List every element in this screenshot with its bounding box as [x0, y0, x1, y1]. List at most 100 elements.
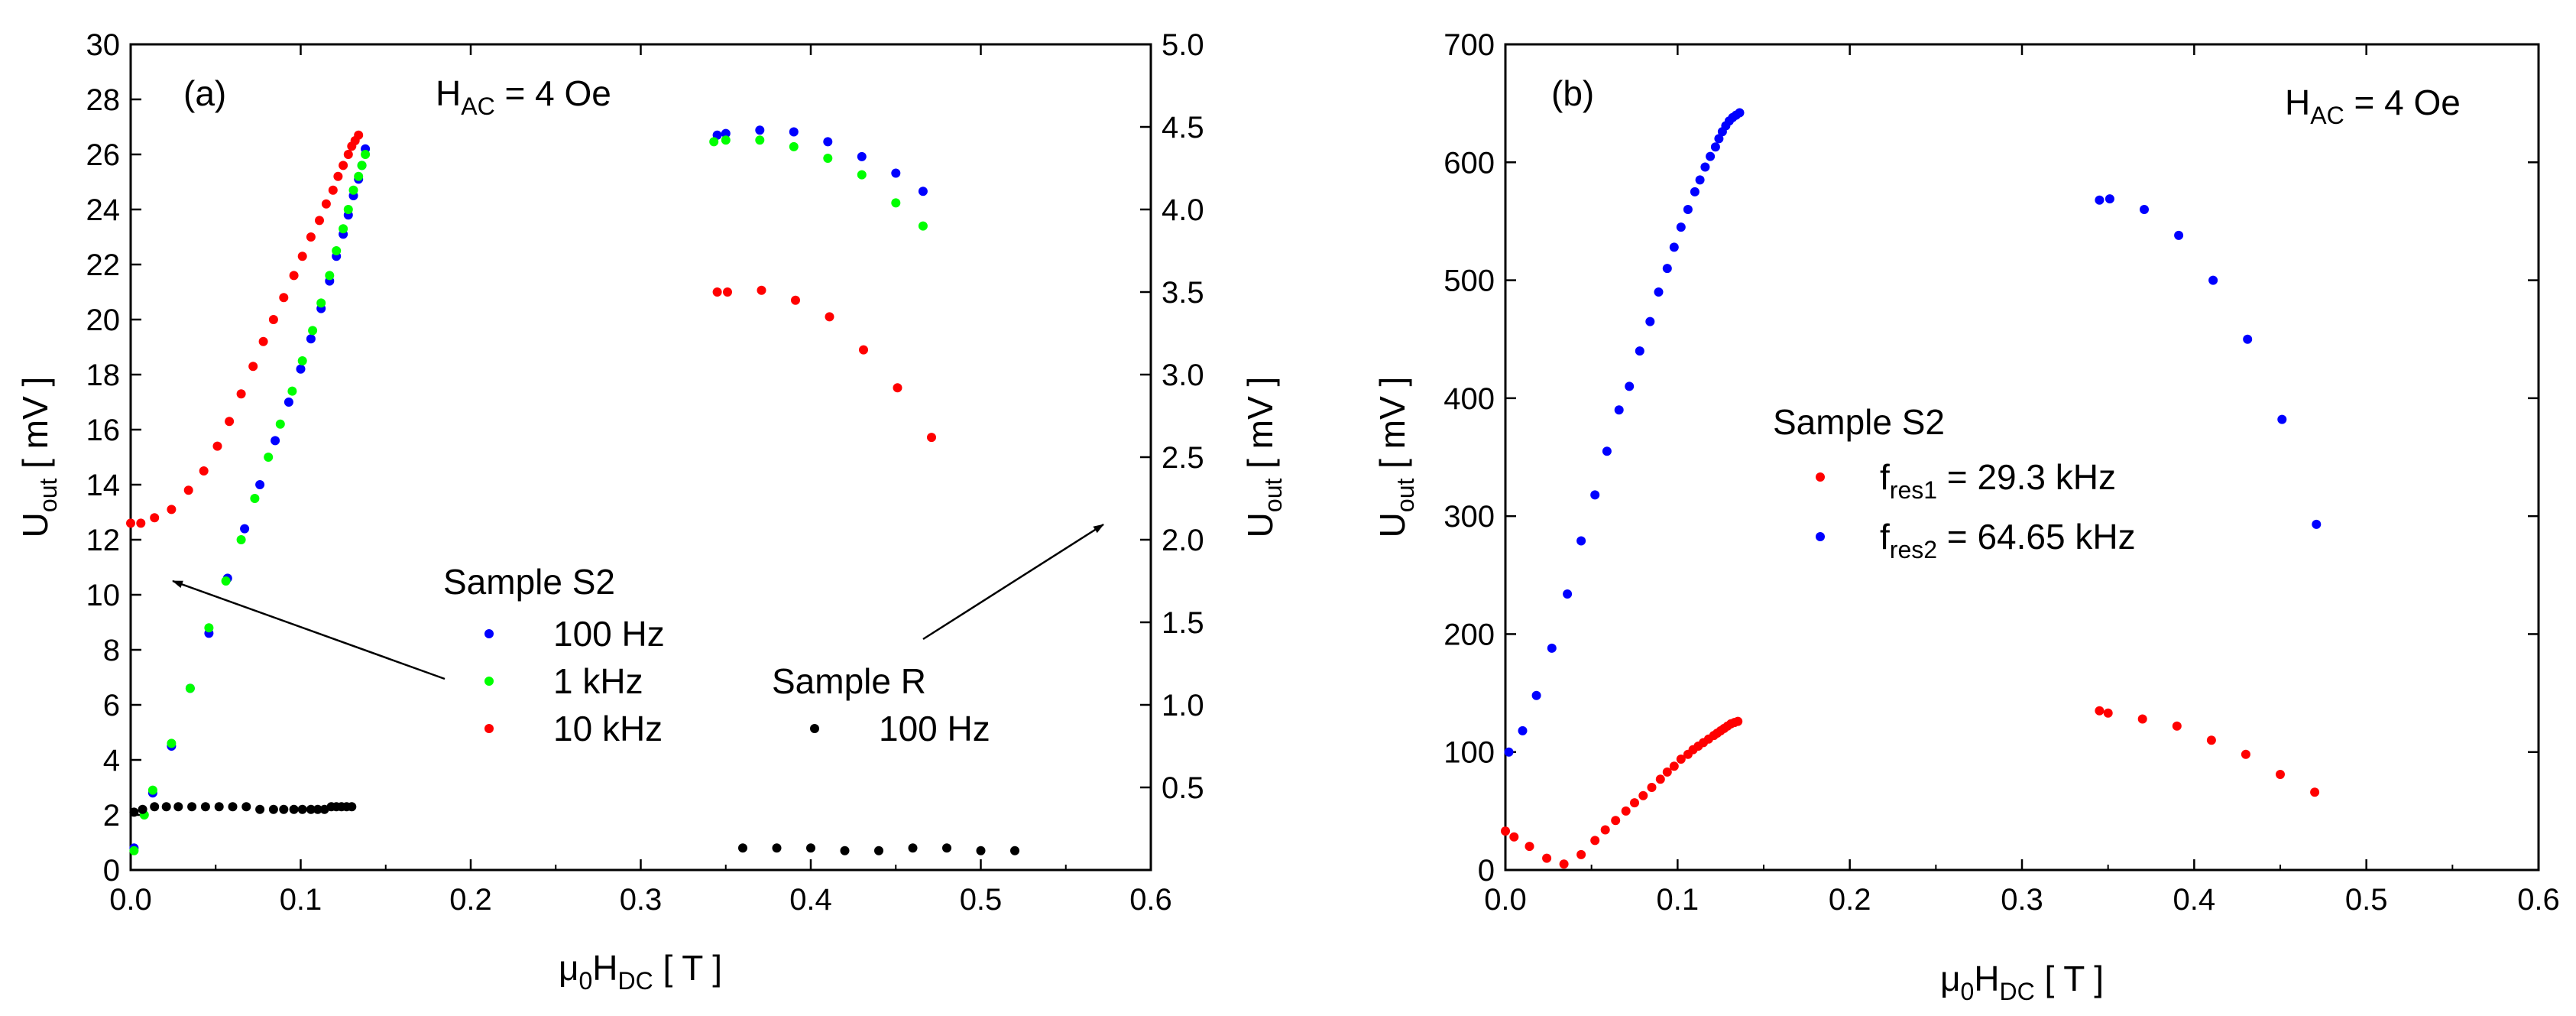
data-point-b-s0 [1600, 825, 1610, 835]
data-point-b-s1 [1695, 175, 1705, 185]
data-point-a-s1 [325, 271, 335, 281]
data-point-a-s2 [236, 389, 246, 399]
data-point-a-s6 [255, 804, 265, 814]
x-tick-label: 0.3 [620, 883, 663, 917]
data-point-b-s0 [2137, 714, 2147, 724]
data-point-a-s6 [772, 843, 782, 853]
data-point-a-s6 [874, 846, 883, 855]
data-point-b-s0 [1621, 806, 1631, 816]
data-point-a-s6 [319, 804, 329, 814]
data-point-a-s5 [791, 295, 800, 305]
data-point-a-s5 [723, 287, 732, 297]
data-point-a-s6 [187, 802, 197, 812]
data-point-a-s1 [250, 494, 260, 503]
data-point-b-s1 [2312, 519, 2322, 529]
y-tick-label-right: 0.5 [1162, 771, 1204, 805]
y-tick-label-right: 2.0 [1162, 524, 1204, 557]
data-point-a-s2 [268, 315, 278, 324]
data-point-b-s0 [1669, 761, 1679, 771]
data-point-a-s2 [306, 232, 316, 242]
data-point-a-s4 [709, 137, 719, 147]
legend-title-s2-a: Sample S2 [443, 562, 615, 602]
data-point-a-s4 [789, 141, 799, 151]
data-point-a-s1 [147, 785, 157, 795]
y-tick-label: 100 [1444, 736, 1495, 770]
data-point-a-s2 [279, 293, 289, 303]
data-point-b-s1 [2174, 230, 2184, 240]
legend-title-r-a: Sample R [772, 661, 926, 701]
data-point-b-s0 [1542, 853, 1552, 863]
data-point-b-s1 [1683, 205, 1693, 214]
data-point-a-s2 [212, 441, 222, 451]
data-point-a-s2 [199, 466, 209, 476]
data-point-b-s1 [1662, 264, 1672, 274]
data-point-a-s2 [339, 161, 348, 170]
data-point-b-s1 [1518, 725, 1528, 735]
y-tick-label: 8 [103, 634, 120, 667]
data-point-a-s0 [306, 334, 316, 344]
data-point-a-s2 [258, 336, 268, 346]
data-point-a-s3 [891, 168, 901, 178]
legend-entry-fres1-b: fres1 = 29.3 kHz [1880, 457, 2116, 504]
x-tick-label: 0.4 [789, 883, 832, 917]
legend-marker-fres1-b [1816, 472, 1825, 482]
y-tick-label: 500 [1444, 265, 1495, 298]
data-point-a-s2 [343, 150, 353, 159]
legend-marker-r-100hz-a [810, 724, 819, 733]
data-point-a-s6 [214, 802, 224, 812]
arrow-to-left-axis-a [172, 579, 446, 680]
x-tick-label: 0.6 [2517, 883, 2560, 917]
data-point-a-s1 [343, 205, 353, 214]
data-point-a-s6 [806, 843, 815, 853]
data-point-a-s1 [357, 161, 367, 170]
data-point-a-s5 [712, 287, 722, 297]
data-point-a-s6 [976, 846, 986, 855]
x-tick-label: 0.2 [1829, 883, 1871, 917]
data-point-a-s6 [738, 843, 747, 853]
y-tick-label: 700 [1444, 28, 1495, 62]
data-point-a-s3 [789, 127, 799, 137]
legend-marker-1khz-a [484, 677, 494, 686]
data-point-a-s1 [221, 576, 231, 586]
data-point-b-s0 [1576, 849, 1586, 859]
data-point-b-s0 [1647, 783, 1657, 792]
y-tick-label: 30 [86, 28, 121, 62]
data-point-a-s2 [321, 199, 331, 209]
data-point-b-s1 [1547, 643, 1557, 653]
data-point-b-s1 [2140, 205, 2149, 214]
x-tick-label: 0.2 [449, 883, 492, 917]
data-point-a-s5 [927, 433, 936, 443]
data-point-b-s1 [1563, 589, 1573, 599]
data-point-a-s1 [332, 246, 342, 255]
data-point-b-s1 [1504, 747, 1514, 757]
data-point-a-s1 [204, 623, 214, 633]
data-point-a-s3 [721, 128, 731, 138]
data-point-a-s4 [755, 135, 765, 145]
data-point-a-s2 [225, 417, 235, 427]
data-point-a-s2 [297, 252, 307, 261]
data-point-b-s0 [1509, 832, 1519, 842]
x-tick-label: 0.1 [280, 883, 322, 917]
data-point-b-s0 [2276, 770, 2285, 779]
data-point-b-s1 [1690, 187, 1700, 196]
legend-marker-100hz-a [484, 629, 494, 638]
x-tick-label: 0.5 [2345, 883, 2388, 917]
data-point-a-s0 [284, 398, 293, 407]
data-point-a-s6 [228, 802, 238, 812]
data-point-b-s1 [2095, 195, 2105, 205]
x-tick-label: 0.0 [1484, 883, 1527, 917]
data-point-a-s2 [167, 505, 177, 514]
axis-ticks-a: 0.0 0.1 0.2 0.3 0.4 0.5 0.60246810121416182022… [86, 28, 1204, 917]
data-point-a-s1 [361, 150, 371, 159]
data-point-b-s1 [1676, 222, 1686, 232]
y-tick-label: 10 [86, 579, 121, 612]
y-tick-label: 28 [86, 83, 121, 117]
legend-entry-100hz-a: 100 Hz [553, 614, 665, 654]
y-tick-label: 0 [103, 854, 120, 888]
data-point-b-s1 [1654, 287, 1664, 297]
field-annotation-b: HAC = 4 Oe [2285, 83, 2461, 129]
data-point-a-s0 [240, 524, 250, 534]
data-point-a-s2 [136, 518, 146, 528]
y-tick-label-right: 2.5 [1162, 441, 1204, 475]
